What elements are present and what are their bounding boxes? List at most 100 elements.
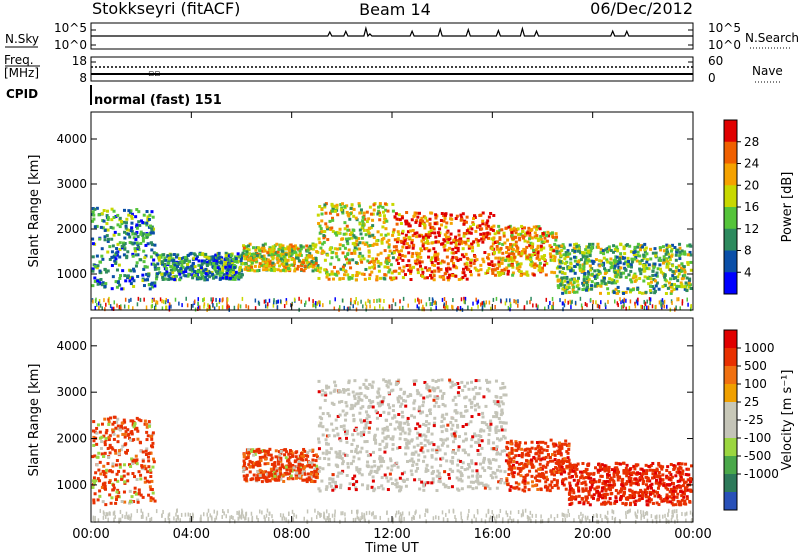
data-point (618, 261, 622, 265)
data-point (166, 254, 170, 258)
data-point (416, 466, 420, 470)
data-point (487, 389, 491, 393)
data-point (437, 475, 441, 479)
data-point (289, 243, 293, 247)
data-point (339, 439, 343, 443)
data-point (159, 254, 163, 258)
data-point (412, 407, 416, 411)
data-point (273, 472, 277, 476)
data-point (392, 463, 396, 467)
noise-point (629, 299, 632, 304)
data-point (141, 233, 145, 237)
data-point (500, 261, 504, 265)
data-point (530, 253, 534, 257)
data-point (609, 257, 613, 261)
data-point (252, 461, 256, 465)
data-point (305, 477, 309, 481)
data-point (431, 225, 435, 229)
noise-point (197, 297, 200, 302)
data-point (446, 229, 450, 233)
data-point (356, 432, 360, 436)
data-point (559, 280, 563, 284)
data-point (640, 291, 644, 295)
data-point (497, 480, 501, 484)
data-point (414, 379, 418, 383)
data-point (332, 402, 336, 406)
data-point (415, 211, 419, 215)
data-point (475, 392, 479, 396)
noise-point (651, 304, 654, 309)
data-point (194, 257, 198, 261)
data-point (450, 427, 454, 431)
data-point (459, 257, 463, 261)
data-point (342, 232, 346, 236)
data-point (413, 232, 417, 236)
data-point (473, 214, 477, 218)
data-point (419, 448, 423, 452)
data-point (670, 289, 674, 293)
noise-point (604, 302, 607, 307)
data-point (194, 274, 198, 278)
data-point (585, 259, 589, 263)
data-point (596, 242, 600, 246)
data-point (107, 420, 111, 424)
data-point (331, 477, 335, 481)
data-point (163, 277, 167, 281)
data-point (132, 236, 136, 240)
data-point (347, 214, 351, 218)
data-point (355, 444, 359, 448)
data-point (435, 240, 439, 244)
data-point (440, 420, 444, 424)
data-point (674, 265, 678, 269)
data-point (555, 471, 559, 475)
data-point (333, 204, 337, 208)
noise-point (445, 304, 447, 309)
data-point (247, 244, 251, 248)
data-point (448, 378, 452, 382)
data-point (105, 234, 109, 238)
data-point (376, 468, 380, 472)
data-point (350, 403, 354, 407)
data-point (206, 273, 210, 277)
data-point (288, 472, 292, 476)
data-point (326, 238, 330, 242)
data-point (496, 468, 500, 472)
data-point (352, 438, 356, 442)
data-point (617, 265, 621, 269)
data-point (388, 268, 392, 272)
data-point (242, 452, 246, 456)
data-point (402, 236, 406, 240)
data-point (481, 219, 485, 223)
data-point (474, 229, 478, 233)
data-point (277, 450, 281, 454)
noise-point (104, 307, 106, 312)
data-point (148, 485, 152, 489)
data-point (108, 434, 112, 438)
data-point (408, 393, 412, 397)
data-point (352, 455, 356, 459)
data-point (629, 250, 633, 254)
data-point (490, 447, 494, 451)
data-point (401, 429, 405, 433)
data-point (378, 218, 382, 222)
data-point (347, 258, 351, 262)
data-point (101, 257, 105, 261)
data-point (501, 258, 505, 262)
data-point (233, 266, 237, 270)
data-point (607, 268, 611, 272)
data-point (404, 438, 408, 442)
data-point (689, 253, 693, 257)
data-point (328, 219, 332, 223)
data-point (471, 435, 475, 439)
data-point (293, 244, 297, 248)
data-point (689, 287, 693, 291)
data-point (249, 449, 253, 453)
data-point (408, 429, 412, 433)
data-point (419, 411, 423, 415)
nave-tick-top: 60 (708, 54, 723, 68)
data-point (133, 486, 137, 490)
data-point (550, 232, 554, 236)
data-point (527, 488, 531, 492)
data-point (389, 276, 393, 280)
data-point (272, 264, 276, 268)
